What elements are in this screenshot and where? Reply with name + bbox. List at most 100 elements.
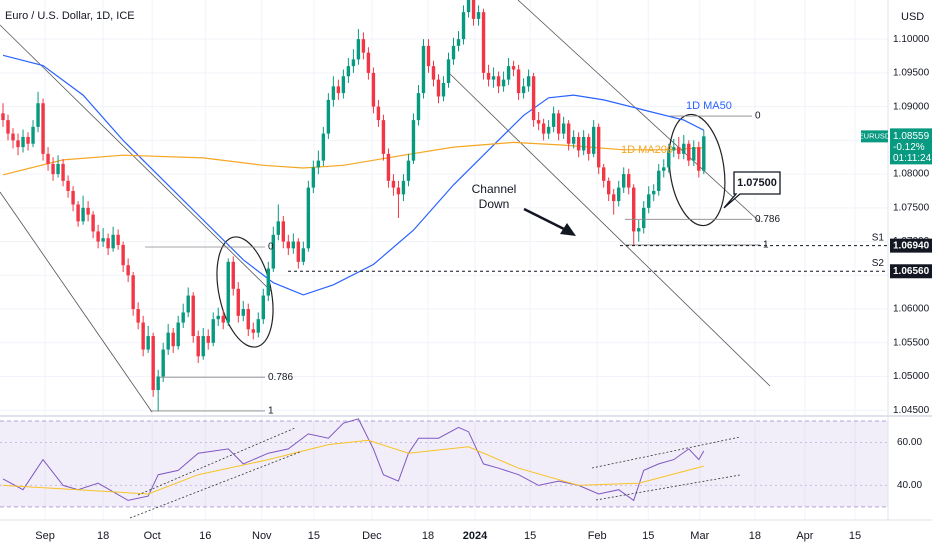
price-tag: [890, 128, 932, 165]
candle-body: [411, 120, 416, 161]
rsi-tick-label: 60.00: [897, 437, 922, 448]
candle-body: [466, 0, 471, 13]
candle-body: [41, 103, 45, 154]
channel-line: [0, 24, 273, 293]
channel-line: [517, 0, 761, 223]
candle-body: [146, 336, 150, 350]
y-tick-label: 1.06000: [893, 304, 930, 315]
x-tick-label: Feb: [588, 530, 607, 542]
candle-body: [606, 180, 611, 195]
legend-label: 1D MA50: [686, 100, 732, 112]
candle-body: [611, 194, 616, 202]
candle-body: [647, 194, 651, 208]
candle-body: [346, 66, 351, 77]
line: [2, 439, 704, 495]
candle-body: [571, 136, 576, 144]
x-tick-label: 2024: [463, 530, 488, 542]
y-tick-label: 1.09000: [893, 101, 930, 112]
callout-box: [723, 171, 781, 209]
candle-body: [101, 238, 105, 242]
candle-body: [91, 214, 95, 232]
x-tick-label: 15: [642, 530, 654, 542]
candle-body: [672, 147, 676, 151]
candle-body: [26, 136, 30, 144]
candle-body: [616, 187, 621, 202]
candle-body: [371, 72, 376, 107]
candle-body: [166, 332, 170, 350]
rsi-band: [0, 421, 888, 507]
candle-body: [191, 295, 195, 337]
x-tick-label: Apr: [796, 530, 813, 542]
level-tag: [890, 238, 932, 253]
candle-body: [551, 113, 556, 127]
candle-body: [226, 261, 230, 323]
candle-body: [221, 315, 225, 323]
candle-body: [516, 69, 521, 94]
candle-body: [386, 153, 391, 181]
candle-body: [491, 76, 496, 80]
candle-body: [682, 143, 686, 154]
candle-body: [381, 120, 386, 154]
candle-body: [81, 207, 85, 222]
candle-body: [692, 147, 696, 161]
candle-body: [536, 120, 541, 124]
candle-body: [236, 288, 240, 316]
x-tick-label: 18: [749, 530, 761, 542]
price-label: 1.08559: [893, 131, 930, 142]
annotation: Down: [479, 197, 510, 211]
candle-body: [171, 332, 175, 347]
candle-body: [156, 376, 160, 391]
trend-line: [591, 436, 741, 469]
candle-body: [521, 86, 526, 94]
candle-body: [106, 238, 110, 249]
highlight-ellipse: [668, 113, 726, 227]
candle-body: [241, 309, 245, 316]
candle-body: [266, 268, 271, 296]
plot: 1D MA50 1D MA200 0 0.786 1 0 0.786 1 S1 S2 1.07500: [1, 0, 888, 519]
candle-body: [36, 103, 40, 127]
candle-body: [697, 147, 701, 171]
candle-body: [96, 231, 100, 242]
candle-body: [586, 136, 591, 154]
candle-body: [366, 52, 371, 73]
candle-body: [1, 113, 5, 121]
x-tick-label: 18: [97, 530, 109, 542]
candle-body: [181, 312, 185, 323]
candle-body: [351, 59, 356, 67]
y-tick-label: 1.07500: [893, 202, 930, 213]
fib-label: 0: [268, 242, 274, 253]
candle-body: [667, 150, 671, 168]
x-tick-label: Dec: [362, 530, 382, 542]
candle-body: [657, 170, 661, 191]
candle-body: [401, 180, 406, 195]
candle-body: [396, 187, 401, 195]
candle-body: [86, 207, 90, 215]
candle-body: [116, 234, 120, 245]
candle-body: [336, 86, 341, 94]
chart-title: Euro / U.S. Dollar, 1D, ICE: [5, 10, 135, 22]
candle-body: [306, 187, 311, 249]
callout-label: 1.07500: [737, 177, 777, 189]
line: [2, 54, 705, 296]
candle-body: [76, 204, 80, 222]
candle-body: [511, 66, 516, 70]
candle-body: [256, 319, 260, 333]
candle-body: [301, 248, 306, 262]
candle-body: [186, 295, 190, 313]
candle-body: [331, 86, 336, 100]
candle-body: [46, 153, 50, 164]
x-tick-label: 16: [199, 530, 211, 542]
candle-body: [596, 126, 601, 168]
x-tick-label: 18: [422, 530, 434, 542]
candle-body: [216, 315, 220, 320]
legend-label: 1D MA200: [621, 144, 673, 156]
fib-label: 0: [755, 111, 761, 122]
candle-body: [321, 133, 326, 161]
candle-body: [576, 136, 581, 151]
candle-body: [662, 167, 666, 171]
candle-body: [271, 234, 276, 269]
candle-body: [231, 261, 235, 289]
candle-body: [16, 140, 20, 148]
drawings: [0, 0, 771, 413]
symbol-tag: [861, 130, 888, 143]
